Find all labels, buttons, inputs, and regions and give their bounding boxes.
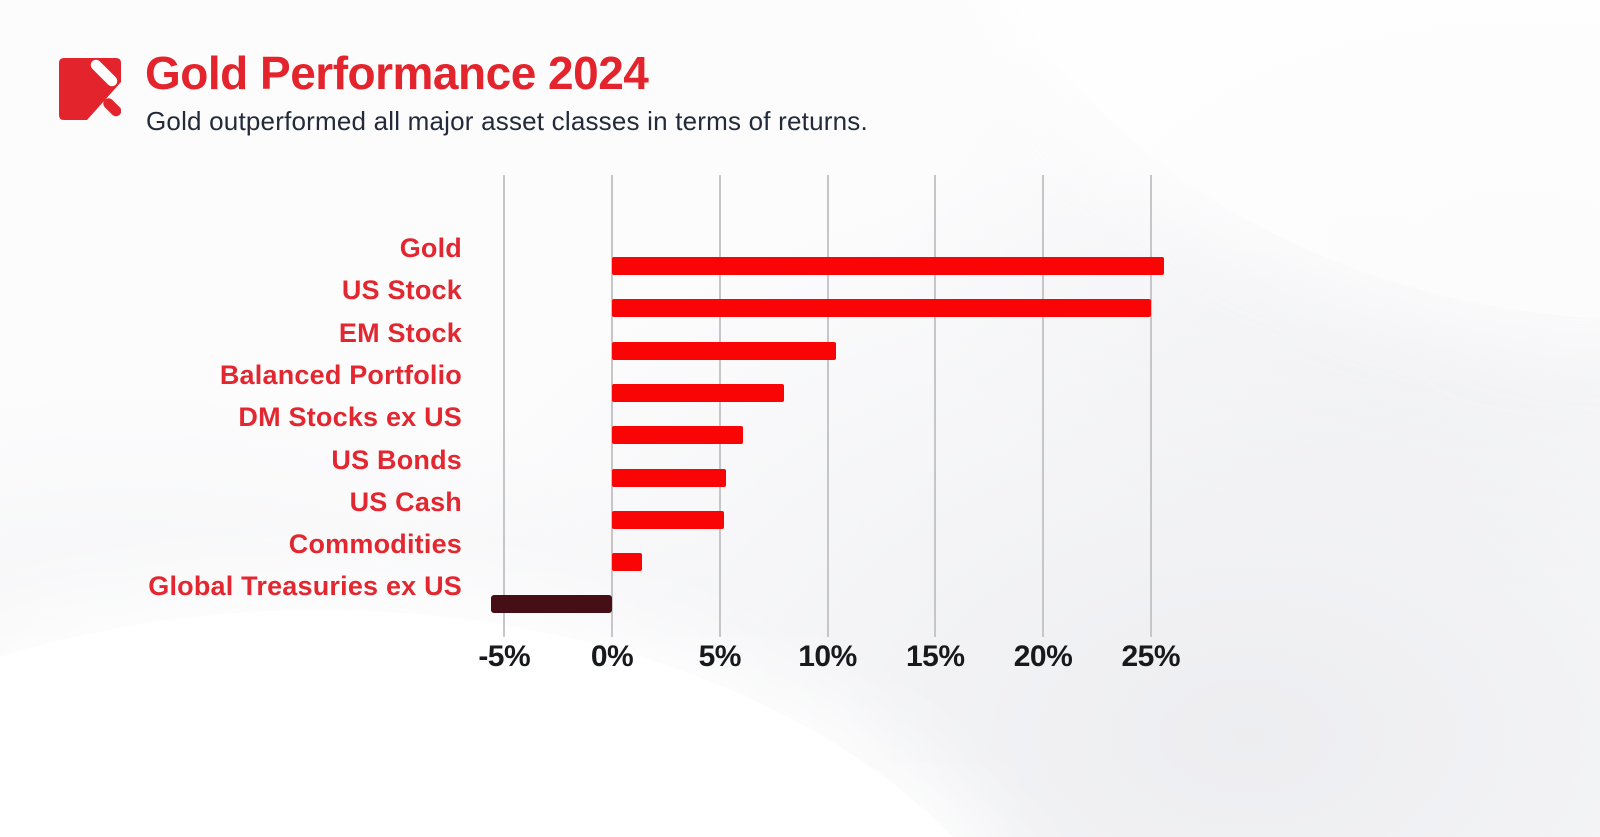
- bar: [612, 468, 727, 487]
- category-label: Gold: [399, 233, 462, 263]
- category-label: US Stock: [341, 275, 462, 306]
- bar: [612, 383, 785, 402]
- x-axis-tick-label: -5%: [478, 640, 531, 673]
- bar: [612, 510, 725, 529]
- gridline: [1149, 175, 1152, 637]
- x-axis-tick-label: 10%: [798, 640, 857, 673]
- gridline: [503, 175, 506, 637]
- x-axis-tick-label: 25%: [1121, 640, 1181, 673]
- x-axis-tick-label: 0%: [590, 640, 634, 673]
- category-label: Commodities: [288, 529, 462, 560]
- bar: [612, 341, 837, 360]
- x-axis-tick-label: 5%: [698, 640, 742, 673]
- gridline: [1042, 175, 1044, 637]
- bar: [491, 595, 612, 614]
- page-title: Gold Performance 2024: [145, 47, 649, 99]
- category-label: US Cash: [349, 486, 462, 517]
- gridline: [826, 175, 829, 637]
- category-label: EM Stock: [338, 317, 462, 348]
- bar: [612, 553, 643, 572]
- gridline: [934, 175, 937, 637]
- category-label: DM Stocks ex US: [238, 402, 462, 433]
- x-axis-tick-label: 20%: [1013, 640, 1073, 673]
- x-axis-tick-label: 15%: [905, 640, 965, 673]
- page-subtitle: Gold outperformed all major asset classe…: [146, 106, 868, 136]
- gridline: [718, 175, 721, 637]
- category-label: Balanced Portfolio: [219, 359, 462, 390]
- bar: [612, 257, 1164, 275]
- gridline: [611, 175, 613, 637]
- category-label: Global Treasuries ex US: [148, 571, 462, 602]
- pen-slash-logo-icon: [59, 58, 121, 120]
- bar: [612, 426, 744, 445]
- category-label: US Bonds: [331, 444, 462, 475]
- bar: [612, 299, 1151, 318]
